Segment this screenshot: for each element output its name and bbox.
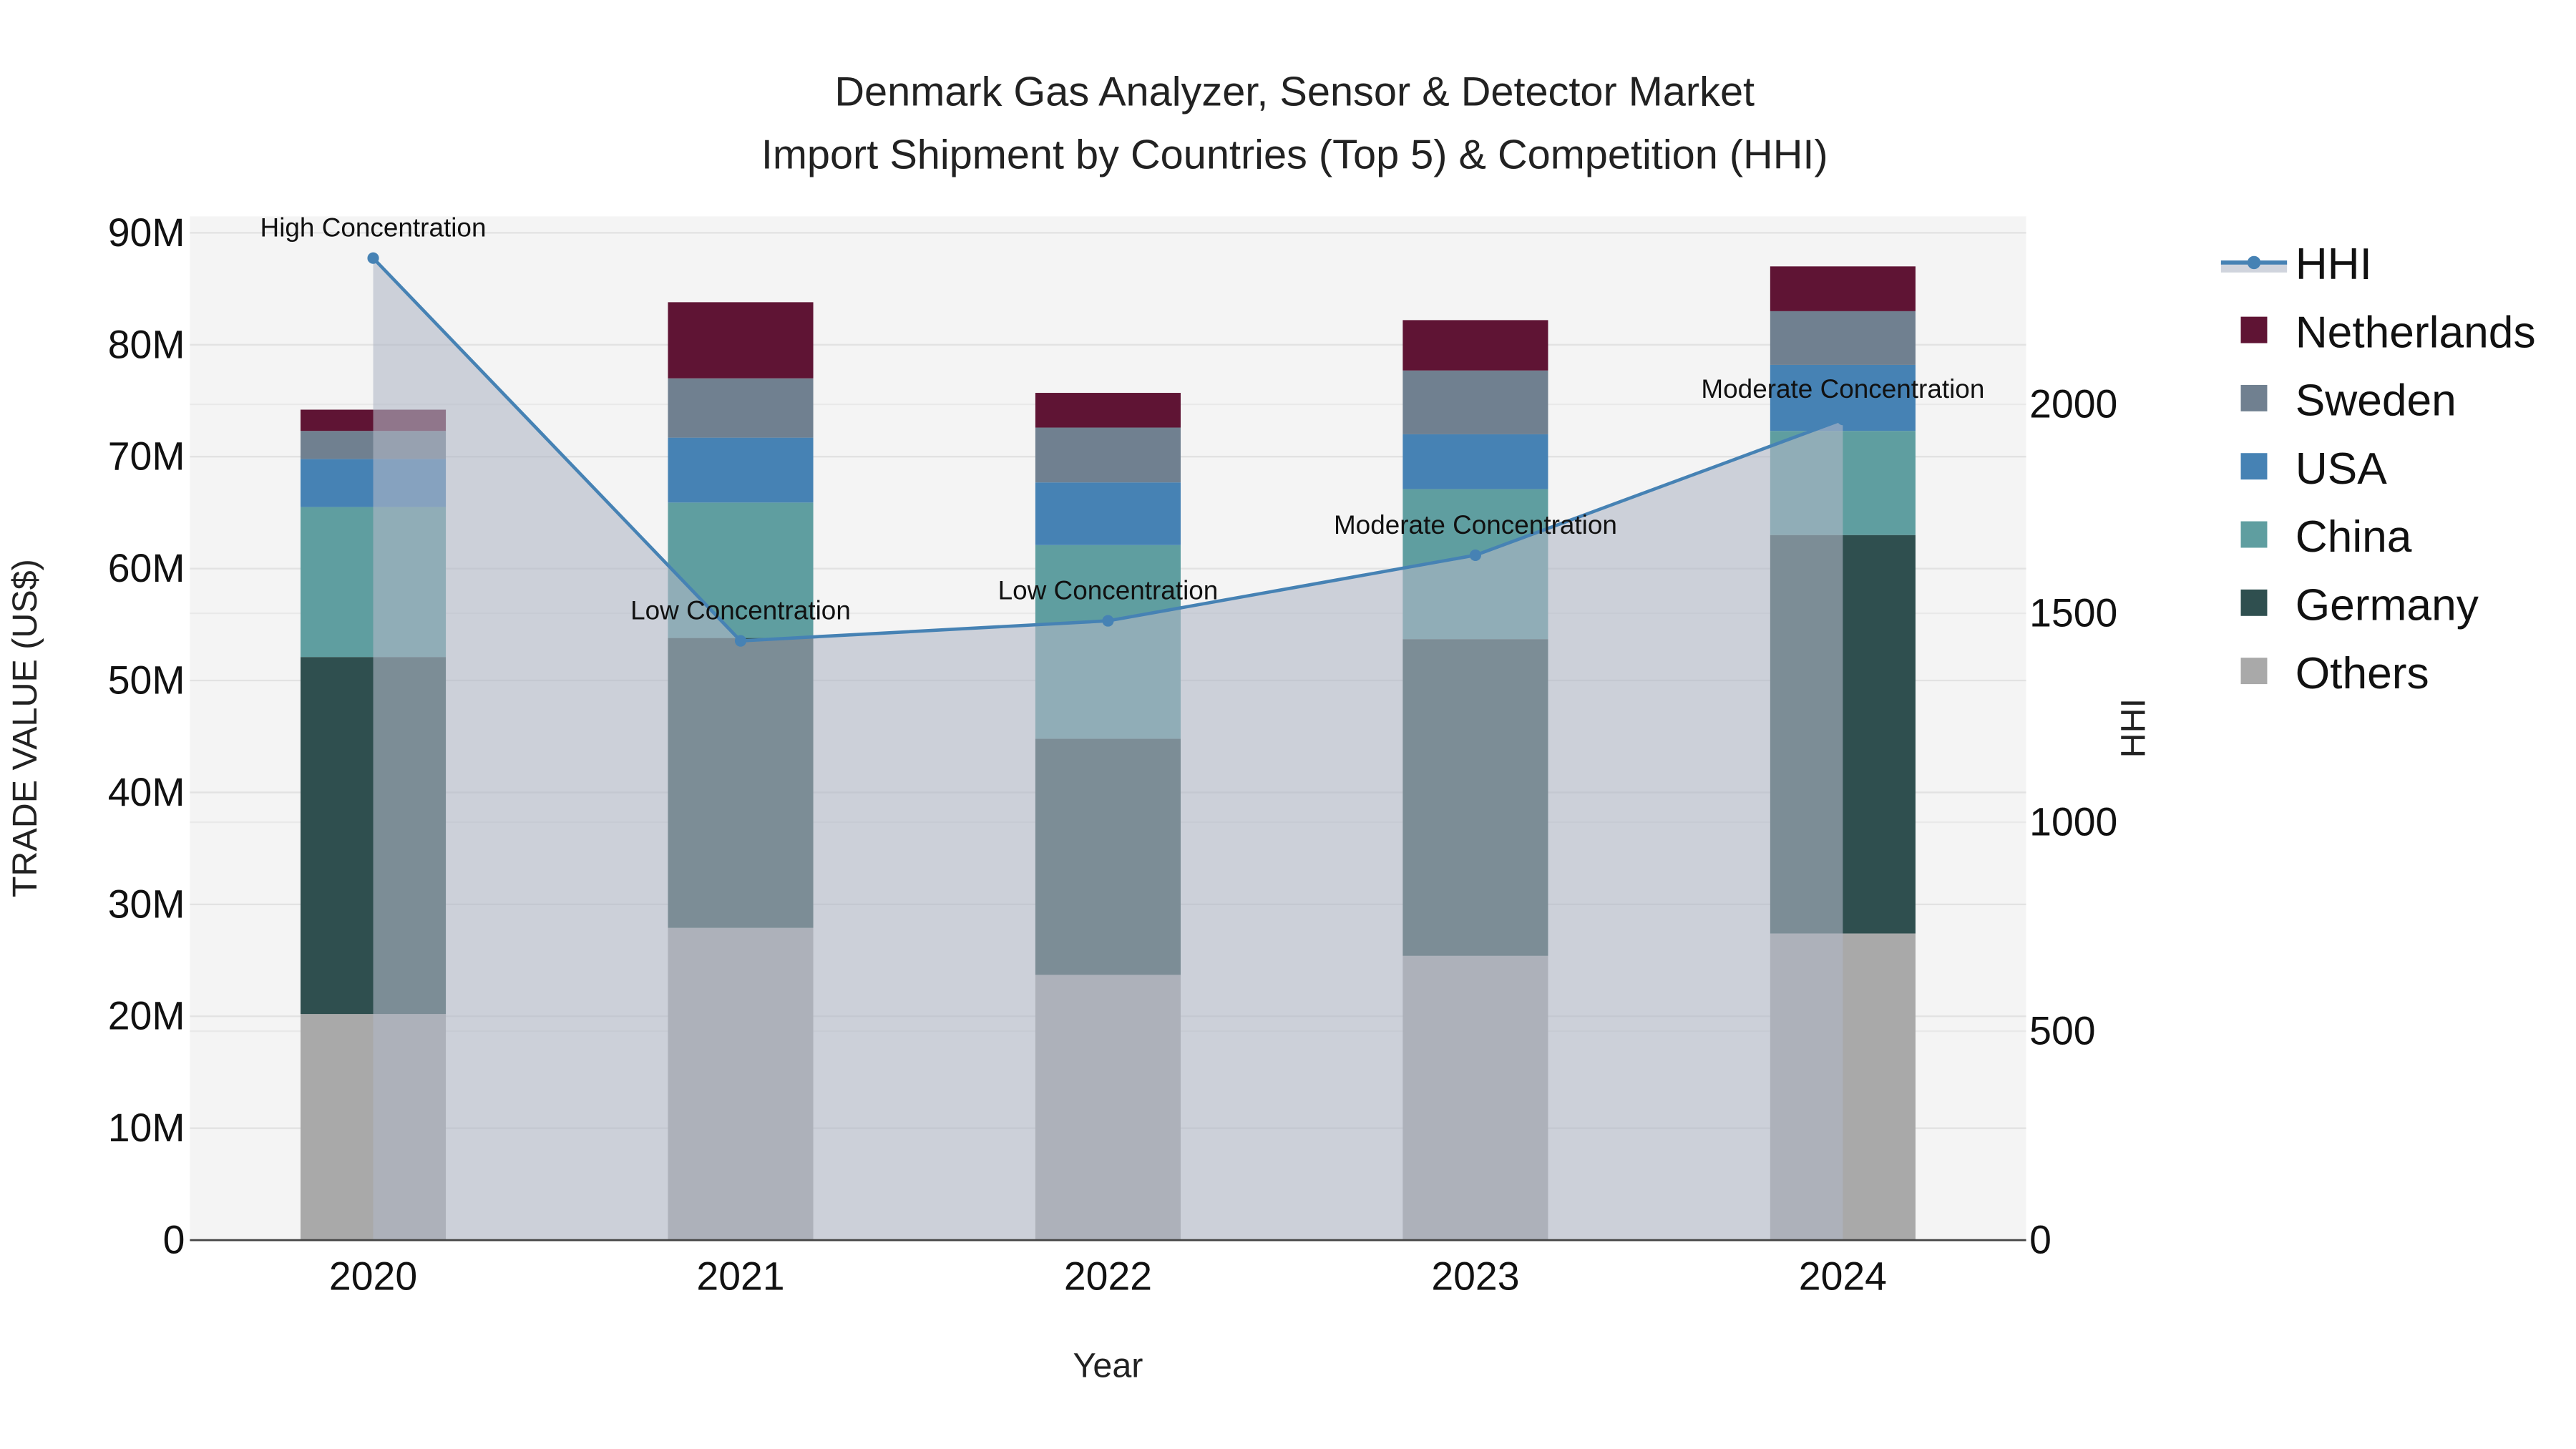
y2-tick-label: 0	[2029, 1218, 2051, 1262]
legend-label: Germany	[2296, 581, 2479, 630]
legend-swatch	[2240, 453, 2268, 480]
y2-axis-title: HHI	[2114, 698, 2153, 758]
legend-marker	[2247, 255, 2261, 270]
legend-item-china[interactable]: China	[2240, 512, 2412, 562]
hhi-point	[734, 635, 747, 647]
legend-swatch	[2240, 384, 2268, 411]
y2-tick-label: 500	[2029, 1009, 2095, 1053]
hhi-annotation: Moderate Concentration	[1701, 374, 1984, 404]
hhi-point	[367, 252, 379, 264]
x-tick-label: 2021	[696, 1254, 784, 1298]
y-tick-label: 0	[163, 1218, 185, 1262]
legend: HHI Netherlands Sweden USA China Germany Other…	[2220, 240, 2536, 698]
legend-label: Others	[2296, 649, 2429, 698]
y-tick-label: 10M	[108, 1106, 185, 1150]
legend-item-usa[interactable]: USA	[2240, 444, 2388, 494]
legend-swatch	[2240, 589, 2268, 616]
y2-tick-label: 2000	[2029, 382, 2117, 426]
legend-item-others[interactable]: Others	[2240, 649, 2429, 698]
legend-label: Netherlands	[2296, 308, 2536, 357]
legend-item-netherlands[interactable]: Netherlands	[2240, 308, 2536, 357]
y2-tick-label: 1500	[2029, 591, 2117, 635]
x-axis-ticks: 2020 2021 2022 2023 2024	[329, 1254, 1887, 1298]
bar-netherlands-2023	[1402, 320, 1548, 371]
bar-usa-2022	[1035, 482, 1181, 545]
legend-swatch	[2240, 658, 2268, 685]
legend-item-sweden[interactable]: Sweden	[2240, 376, 2457, 426]
x-tick-label: 2024	[1799, 1254, 1887, 1298]
x-tick-label: 2022	[1064, 1254, 1152, 1298]
bar-sweden-2021	[668, 378, 814, 438]
legend-label: USA	[2296, 444, 2388, 494]
hhi-area	[373, 258, 1843, 1241]
y-axis-title: TRADE VALUE (US$)	[6, 559, 44, 897]
chart-title: Denmark Gas Analyzer, Sensor & Detector …	[834, 69, 1755, 115]
y-tick-label: 70M	[108, 434, 185, 479]
legend-item-hhi[interactable]: HHI	[2220, 240, 2372, 289]
hhi-point	[1469, 549, 1481, 561]
bar-netherlands-2021	[668, 302, 814, 379]
legend-item-germany[interactable]: Germany	[2240, 581, 2479, 630]
bar-sweden-2022	[1035, 427, 1181, 483]
y-axis-ticks: 0 10M 20M 30M 40M 50M 60M 70M 80M 90M	[108, 210, 185, 1262]
y-tick-label: 40M	[108, 770, 185, 814]
y-tick-label: 90M	[108, 210, 185, 255]
y-tick-label: 80M	[108, 322, 185, 366]
hhi-annotation: High Concentration	[260, 213, 487, 243]
bar-usa-2023	[1402, 434, 1548, 489]
legend-swatch	[2240, 316, 2268, 343]
chart-subtitle: Import Shipment by Countries (Top 5) & C…	[761, 132, 1828, 177]
hhi-annotation: Low Concentration	[630, 596, 851, 625]
hhi-series: High Concentration Low Concentration Low C…	[260, 213, 1984, 1241]
y2-axis-ticks: 0 500 1000 1500 2000	[2029, 382, 2117, 1262]
hhi-annotation: Moderate Concentration	[1334, 510, 1617, 540]
bar-sweden-2024	[1770, 311, 1916, 365]
legend-label: HHI	[2296, 240, 2372, 289]
bar-netherlands-2022	[1035, 393, 1181, 428]
y-tick-label: 30M	[108, 882, 185, 926]
x-tick-label: 2020	[329, 1254, 417, 1298]
legend-swatch	[2240, 521, 2268, 548]
x-tick-label: 2023	[1431, 1254, 1519, 1298]
legend-label: Sweden	[2296, 376, 2457, 426]
y2-tick-label: 1000	[2029, 800, 2117, 844]
hhi-point	[1837, 414, 1849, 426]
legend-label: China	[2296, 512, 2412, 562]
bar-netherlands-2024	[1770, 266, 1916, 311]
bar-usa-2021	[668, 437, 814, 503]
hhi-annotation: Low Concentration	[998, 576, 1219, 605]
bar-sweden-2023	[1402, 370, 1548, 434]
y-tick-label: 50M	[108, 658, 185, 702]
x-axis-title: Year	[1073, 1347, 1143, 1385]
y-tick-label: 60M	[108, 546, 185, 590]
y-tick-label: 20M	[108, 994, 185, 1038]
hhi-point	[1102, 615, 1114, 627]
